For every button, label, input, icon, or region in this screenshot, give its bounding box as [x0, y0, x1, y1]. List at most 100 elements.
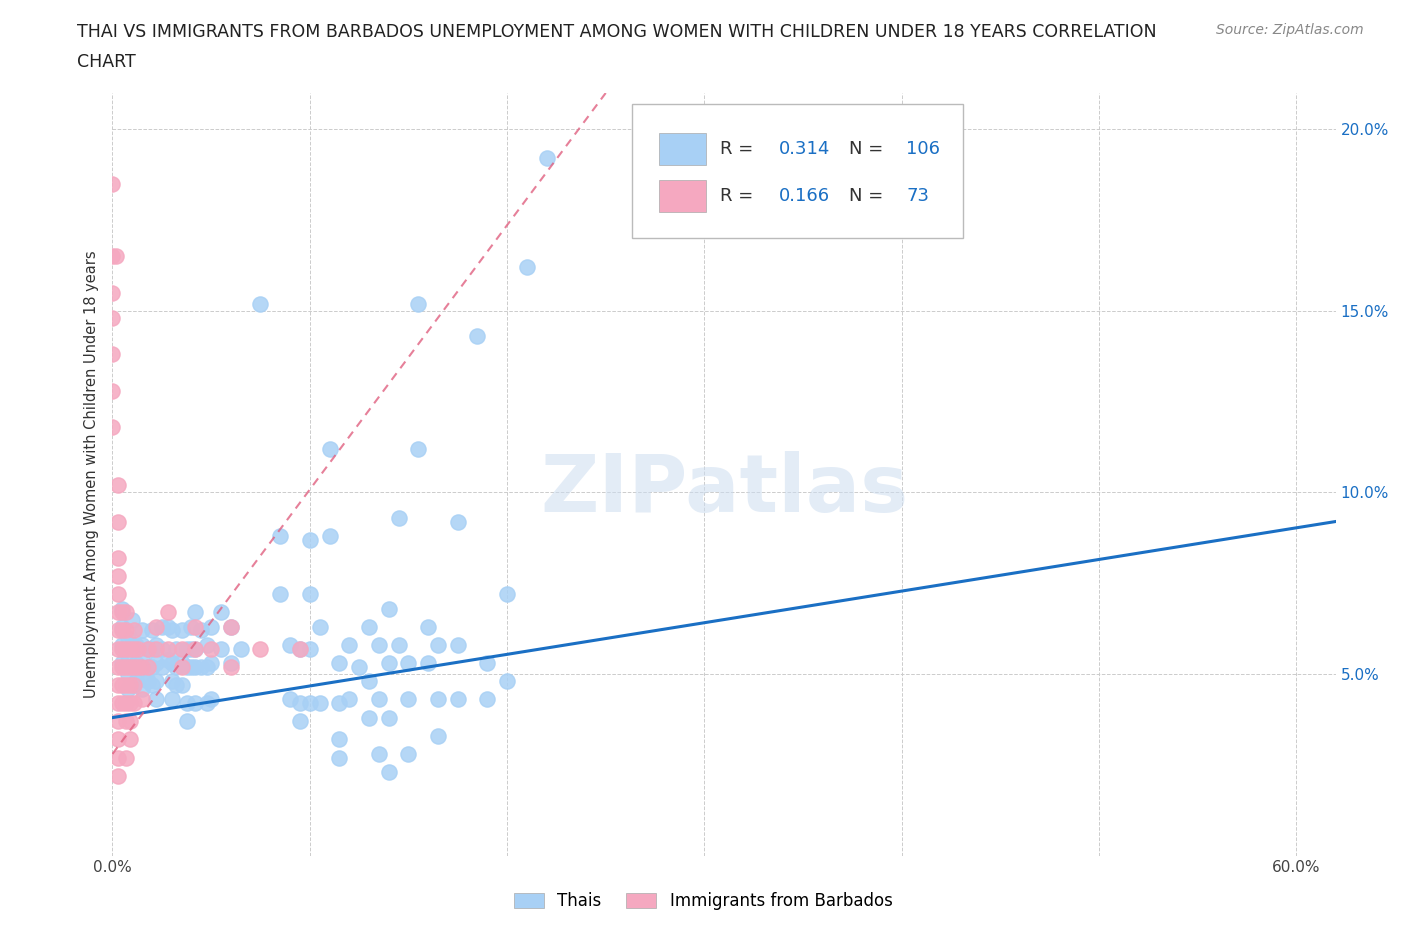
- Point: [141, 659, 163, 674]
- Point: [115, 623, 138, 638]
- Point: [367, 692, 389, 707]
- Point: [184, 604, 207, 619]
- Point: [308, 696, 330, 711]
- Point: [200, 656, 222, 671]
- Point: [150, 641, 173, 656]
- Point: [387, 638, 409, 653]
- Legend: Thais, Immigrants from Barbados: Thais, Immigrants from Barbados: [508, 885, 898, 917]
- Point: [477, 692, 499, 707]
- Point: [111, 677, 134, 692]
- Text: 0.314: 0.314: [779, 140, 831, 158]
- Point: [180, 659, 202, 674]
- Point: [145, 656, 167, 671]
- Point: [298, 532, 321, 547]
- Point: [200, 619, 222, 634]
- Point: [136, 674, 159, 689]
- Point: [184, 696, 207, 711]
- Point: [408, 442, 430, 457]
- Point: [131, 692, 153, 707]
- Text: CHART: CHART: [77, 53, 136, 71]
- Point: [209, 604, 232, 619]
- Point: [467, 329, 489, 344]
- Point: [328, 751, 350, 765]
- Point: [111, 638, 134, 653]
- Point: [131, 681, 153, 696]
- Point: [111, 656, 134, 671]
- Point: [357, 674, 380, 689]
- Point: [328, 696, 350, 711]
- Point: [377, 601, 399, 616]
- Point: [101, 249, 124, 264]
- Point: [141, 677, 163, 692]
- Point: [150, 659, 173, 674]
- Point: [131, 638, 153, 653]
- Point: [328, 732, 350, 747]
- Point: [165, 677, 187, 692]
- Point: [229, 641, 252, 656]
- Point: [219, 619, 242, 634]
- Point: [318, 442, 340, 457]
- Point: [357, 711, 380, 725]
- Point: [127, 659, 149, 674]
- FancyBboxPatch shape: [633, 104, 963, 238]
- Point: [367, 638, 389, 653]
- Text: THAI VS IMMIGRANTS FROM BARBADOS UNEMPLOYMENT AMONG WOMEN WITH CHILDREN UNDER 18: THAI VS IMMIGRANTS FROM BARBADOS UNEMPLO…: [77, 23, 1157, 41]
- Point: [150, 619, 173, 634]
- Point: [107, 587, 129, 602]
- Point: [447, 638, 470, 653]
- Point: [101, 347, 124, 362]
- Point: [269, 587, 291, 602]
- Point: [107, 551, 129, 565]
- Point: [111, 696, 134, 711]
- Point: [107, 751, 129, 765]
- Point: [200, 692, 222, 707]
- Point: [180, 641, 202, 656]
- Point: [427, 728, 450, 743]
- Point: [160, 656, 183, 671]
- Point: [318, 528, 340, 543]
- Point: [111, 619, 134, 634]
- Point: [190, 659, 212, 674]
- Point: [105, 249, 128, 264]
- Point: [145, 619, 167, 634]
- Point: [125, 656, 148, 671]
- Point: [107, 677, 129, 692]
- Point: [396, 747, 419, 762]
- Point: [288, 696, 311, 711]
- Point: [165, 641, 187, 656]
- Point: [115, 696, 138, 711]
- Point: [122, 696, 145, 711]
- Point: [377, 711, 399, 725]
- Point: [111, 659, 134, 674]
- Point: [165, 659, 187, 674]
- Point: [180, 619, 202, 634]
- Point: [141, 641, 163, 656]
- Point: [125, 638, 148, 653]
- FancyBboxPatch shape: [659, 179, 706, 212]
- Point: [190, 623, 212, 638]
- Text: Source: ZipAtlas.com: Source: ZipAtlas.com: [1216, 23, 1364, 37]
- Point: [170, 641, 193, 656]
- Point: [195, 638, 218, 653]
- Point: [145, 641, 167, 656]
- Point: [107, 714, 129, 729]
- FancyBboxPatch shape: [659, 133, 706, 165]
- Point: [387, 511, 409, 525]
- Point: [337, 692, 360, 707]
- Point: [120, 732, 142, 747]
- Point: [418, 656, 440, 671]
- Point: [115, 751, 138, 765]
- Point: [209, 641, 232, 656]
- Point: [115, 604, 138, 619]
- Point: [111, 601, 134, 616]
- Point: [107, 478, 129, 493]
- Point: [125, 674, 148, 689]
- Point: [536, 151, 558, 166]
- Point: [111, 623, 134, 638]
- Point: [101, 383, 124, 398]
- Point: [117, 667, 139, 682]
- Point: [120, 677, 142, 692]
- Point: [121, 612, 143, 627]
- Point: [184, 619, 207, 634]
- Point: [219, 659, 242, 674]
